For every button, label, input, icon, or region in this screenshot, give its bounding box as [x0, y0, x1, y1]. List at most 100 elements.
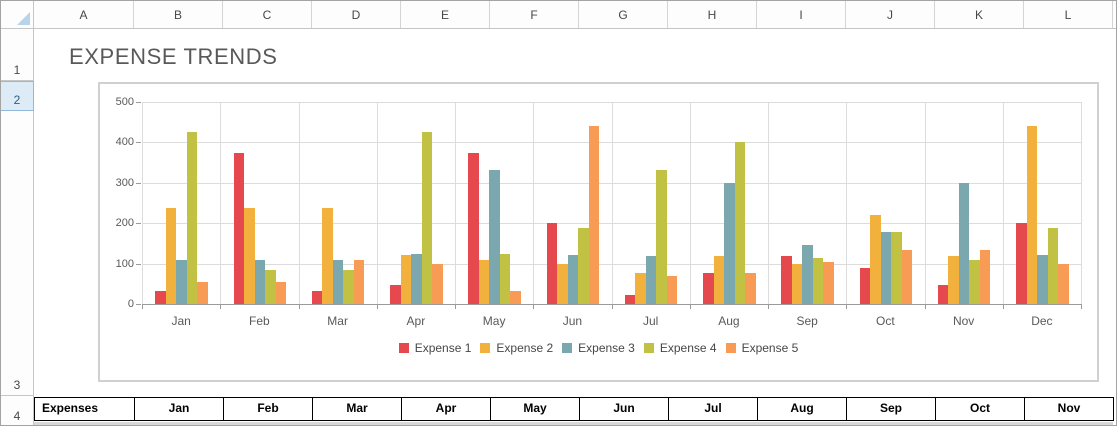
x-axis-tick-4: [455, 304, 456, 309]
chart-plot-area: [142, 102, 1082, 305]
x-axis-tick-12: [1081, 304, 1082, 309]
column-header-f[interactable]: F: [490, 1, 579, 28]
chart-legend: Expense 1 Expense 2 Expense 3 Expense 4 Expe…: [100, 341, 1097, 355]
bar-group-row: [143, 102, 1082, 304]
legend-swatch: [725, 343, 736, 353]
category-label-jun: Jun: [562, 314, 583, 328]
bar-expense2-may: [478, 259, 490, 304]
bar-group-sep: [769, 102, 848, 304]
bar-expense3-nov: [958, 182, 970, 304]
bar-expense5-may: [510, 290, 521, 304]
category-label-oct: Oct: [876, 314, 895, 328]
bar-expense3-oct: [880, 232, 892, 304]
table-cell-jun[interactable]: Jun: [580, 398, 669, 420]
bar-expense3-mar: [332, 259, 344, 304]
bar-expense5-mar: [353, 259, 365, 304]
column-header-d[interactable]: D: [312, 1, 401, 28]
bar-expense2-aug: [713, 255, 725, 304]
select-all-button[interactable]: [1, 1, 34, 28]
bar-expense4-jan: [186, 132, 198, 304]
bar-expense4-nov: [969, 259, 980, 304]
x-axis-tick-10: [924, 304, 926, 309]
bar-expense1-jan: [155, 290, 166, 304]
table-cell-feb[interactable]: Feb: [224, 398, 313, 420]
column-header-l[interactable]: L: [1024, 1, 1113, 28]
bar-group-feb: [221, 102, 300, 304]
bar-expense3-jan: [176, 259, 187, 304]
x-axis-tick-3: [376, 304, 378, 309]
table-cell-apr[interactable]: Apr: [402, 398, 491, 420]
legend-label: Expense 1: [414, 341, 472, 355]
table-cell-mar[interactable]: Mar: [313, 398, 402, 420]
y-axis-tick-100: [136, 263, 141, 265]
table-cell-expenses[interactable]: Expenses: [35, 398, 135, 420]
x-axis-tick-0: [142, 304, 143, 309]
bar-expense5-dec: [1058, 263, 1069, 304]
bar-expense1-dec: [1016, 223, 1027, 304]
row-header-4[interactable]: 4: [1, 396, 34, 425]
column-header-h[interactable]: H: [668, 1, 757, 28]
bar-expense2-nov: [948, 255, 959, 304]
bar-expense4-sep: [812, 257, 824, 304]
bar-expense5-apr: [432, 263, 443, 304]
gridline-y-400: [143, 142, 1082, 144]
table-cell-aug[interactable]: Aug: [758, 398, 847, 420]
bar-expense4-jul: [656, 169, 667, 304]
column-header-k[interactable]: K: [935, 1, 1024, 28]
bar-expense4-oct: [891, 232, 902, 304]
row-header-1[interactable]: 1: [1, 29, 34, 81]
bar-expense4-jun: [578, 228, 589, 304]
bar-expense1-oct: [859, 267, 871, 304]
table-cell-nov[interactable]: Nov: [1025, 398, 1114, 420]
table-cell-may[interactable]: May: [491, 398, 580, 420]
bar-expense4-may: [499, 253, 511, 304]
column-header-j[interactable]: J: [846, 1, 935, 28]
x-axis-tick-8: [768, 304, 769, 309]
column-header-b[interactable]: B: [134, 1, 223, 28]
y-axis-label-200: 200: [115, 217, 134, 230]
table-cell-jul[interactable]: Jul: [669, 398, 758, 420]
bar-expense2-jul: [635, 272, 646, 304]
bar-expense2-dec: [1026, 126, 1038, 304]
bar-expense5-sep: [823, 261, 834, 304]
partial-next-row: [34, 422, 1113, 425]
y-axis-tick-400: [136, 142, 141, 144]
bar-expense4-feb: [265, 269, 276, 304]
x-axis-tick-2: [298, 304, 300, 309]
bar-expense5-jul: [666, 275, 678, 304]
table-cell-sep[interactable]: Sep: [847, 398, 936, 420]
category-label-dec: Dec: [1031, 314, 1053, 328]
category-label-sep: Sep: [796, 314, 818, 328]
column-header-c[interactable]: C: [223, 1, 312, 28]
x-axis-tick-9: [846, 304, 848, 309]
legend-item-expense5: Expense 5: [725, 341, 799, 355]
bar-expense2-jun: [557, 263, 568, 304]
bar-group-oct: [847, 102, 926, 304]
row-header-3[interactable]: 3: [1, 111, 34, 396]
bar-expense2-oct: [870, 215, 881, 304]
table-cell-jan[interactable]: Jan: [135, 398, 224, 420]
legend-swatch: [562, 343, 573, 353]
gridline-y-200: [143, 223, 1082, 225]
bar-expense5-jun: [588, 126, 600, 304]
bar-expense4-aug: [734, 142, 746, 304]
column-header-i[interactable]: I: [757, 1, 846, 28]
table-cell-oct[interactable]: Oct: [936, 398, 1025, 420]
bar-expense2-jan: [165, 207, 177, 304]
chart-object[interactable]: Jan Feb Mar Apr May Jun Jul Aug Sep Oct Nov Dec Exp…: [98, 82, 1099, 382]
bar-expense4-apr: [421, 132, 433, 304]
legend-label: Expense 5: [741, 341, 799, 355]
category-label-apr: Apr: [406, 314, 426, 328]
bar-expense1-feb: [233, 152, 245, 304]
bar-group-apr: [378, 102, 456, 304]
column-header-e[interactable]: E: [401, 1, 490, 28]
legend-item-expense1: Expense 1: [398, 341, 472, 355]
bar-expense3-apr: [411, 253, 422, 304]
x-axis-tick-6: [611, 304, 613, 309]
bar-expense1-aug: [703, 272, 714, 304]
bar-expense1-sep: [781, 255, 792, 304]
column-header-a[interactable]: A: [34, 1, 134, 28]
column-header-g[interactable]: G: [579, 1, 668, 28]
row-header-2[interactable]: 2: [1, 81, 34, 111]
bar-expense5-jan: [197, 281, 208, 304]
